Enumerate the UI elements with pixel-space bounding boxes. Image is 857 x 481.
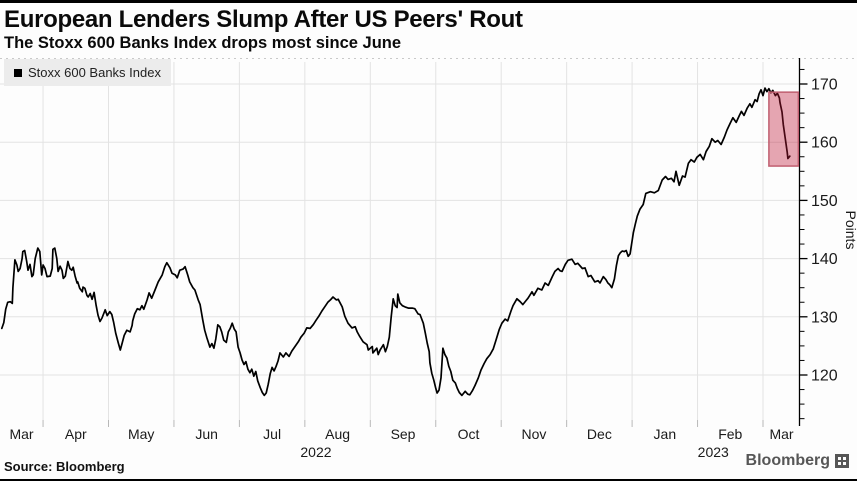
x-axis-month-label: Sep <box>391 426 416 442</box>
line-chart: 120 130 140 150 160 170 Points Mar Apr May Jun Jul A… <box>0 58 857 460</box>
x-axis-month-label: Oct <box>458 426 480 442</box>
x-axis-month-label: Feb <box>718 426 742 442</box>
x-axis-month-label: Dec <box>587 426 612 442</box>
bloomberg-logo-icon <box>835 454 849 468</box>
price-line <box>0 87 791 397</box>
top-border-rule <box>0 0 857 3</box>
y-axis-tick-label: 150 <box>811 193 838 210</box>
legend-label: Stoxx 600 Banks Index <box>28 65 161 80</box>
highlight-box <box>768 91 800 167</box>
y-axis-title: Points <box>843 211 857 250</box>
x-axis-month-label: May <box>128 426 154 442</box>
page-subtitle: The Stoxx 600 Banks Index drops most sin… <box>4 34 402 52</box>
x-axis-month-label: Nov <box>521 426 546 442</box>
page-title: European Lenders Slump After US Peers' R… <box>4 6 523 33</box>
y-axis-tick-label: 120 <box>811 368 838 385</box>
y-axis-tick-label: 160 <box>811 135 838 152</box>
x-axis-month-label: Jun <box>195 426 218 442</box>
legend-swatch-icon <box>14 68 22 77</box>
y-axis-tick-label: 170 <box>811 77 838 94</box>
x-axis-month-label: Mar <box>9 426 33 442</box>
x-axis-year-label: 2022 <box>300 444 331 460</box>
x-axis-year-label: 2023 <box>698 444 729 460</box>
x-axis-month-label: Apr <box>65 426 87 442</box>
bloomberg-watermark-text: Bloomberg <box>745 452 830 469</box>
x-axis-month-label: Aug <box>325 426 350 442</box>
bloomberg-watermark: Bloomberg <box>746 452 849 470</box>
x-axis-month-label: Jul <box>263 426 281 442</box>
y-axis-tick-label: 140 <box>811 251 838 268</box>
source-attribution: Source: Bloomberg <box>4 459 125 474</box>
bottom-border-rule <box>0 479 857 481</box>
x-axis-month-label: Jan <box>654 426 677 442</box>
legend: Stoxx 600 Banks Index <box>4 59 171 86</box>
x-axis-month-label: Mar <box>769 426 793 442</box>
y-axis-tick-label: 130 <box>811 309 838 326</box>
